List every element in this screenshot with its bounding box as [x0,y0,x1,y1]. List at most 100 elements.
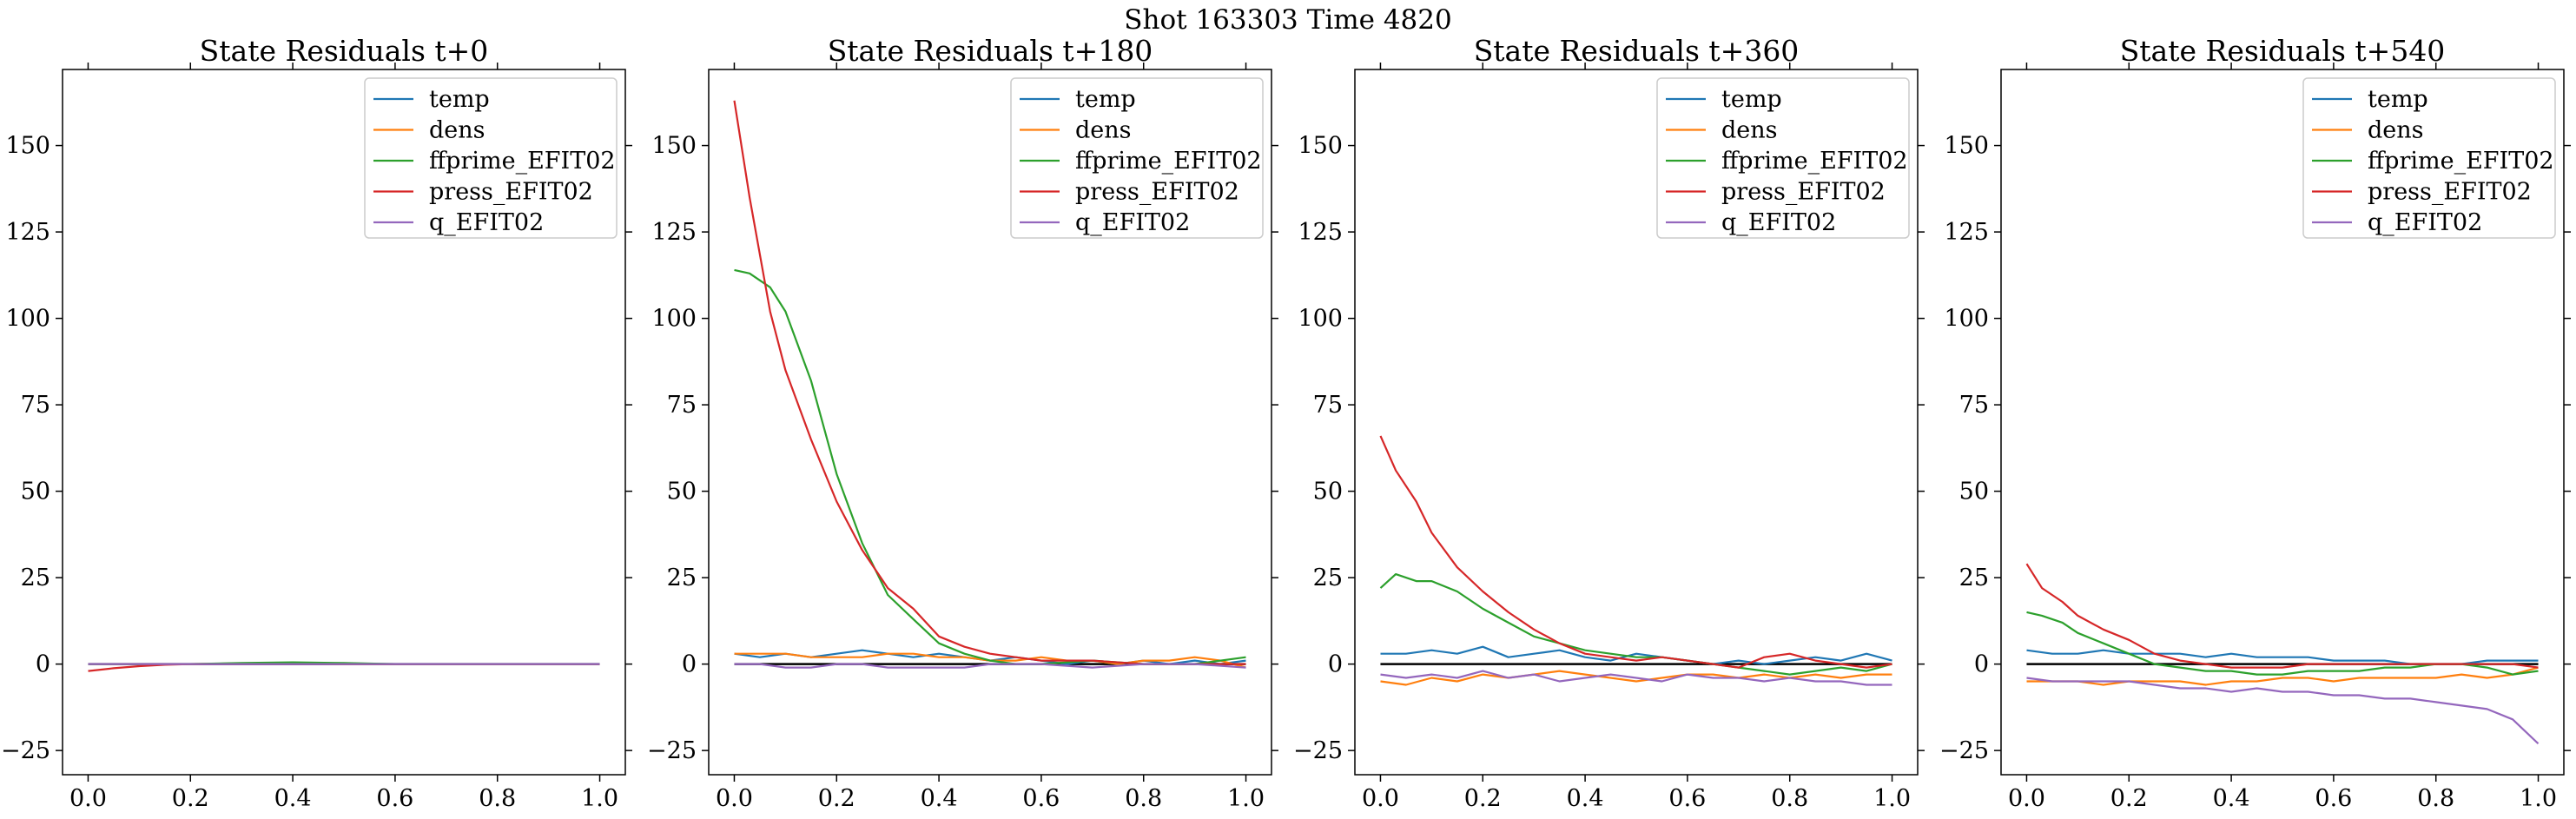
y-tick-label: 100 [5,306,50,333]
y-tick-label: 0 [682,651,697,678]
subplot-title: State Residuals t+540 [2120,34,2446,68]
y-tick-label: 0 [1974,651,1989,678]
subplot-title: State Residuals t+180 [828,34,1153,68]
legend-entry-ffprime_EFIT02: ffprime_EFIT02 [1721,148,1908,175]
legend-entry-q_EFIT02: q_EFIT02 [2368,209,2482,236]
y-tick-label: 50 [1959,479,1989,505]
y-tick-label: −25 [1939,737,1989,764]
axes-frame [2000,69,2565,776]
legend-entry-dens: dens [429,117,485,144]
axes-frame [62,69,626,776]
subplot-4: State Residuals t+540 0.0 0.2 0.4 0.6 0.8 1.0 −… [1939,34,2571,812]
series-line-dens [1380,670,1892,686]
y-tick-label: 75 [667,392,697,419]
x-tick-label: 0.4 [1567,785,1604,812]
y-tick-label: 125 [1944,219,1989,246]
y-tick-label: 0 [1328,651,1343,678]
series-line-q_EFIT02 [1380,670,1892,686]
series-line-press_EFIT02 [2025,563,2539,669]
x-tick-label: 0.0 [2008,785,2045,812]
figure-suptitle: Shot 163303 Time 4820 [1124,4,1451,36]
legend-entry-dens: dens [1075,117,1132,144]
x-tick-label: 1.0 [581,785,618,812]
subplot-2: State Residuals t+180 0.0 0.2 0.4 0.6 0.8 1.0 −… [647,34,1278,812]
y-tick-label: 150 [1298,133,1343,160]
x-tick-label: 0.6 [2315,785,2352,812]
x-tick-label: 0.4 [921,785,958,812]
legend-entry-q_EFIT02: q_EFIT02 [1075,209,1190,236]
legend-entry-temp: temp [1075,86,1136,113]
legend-entry-dens: dens [2368,117,2424,144]
legend-entry-temp: temp [2368,86,2428,113]
y-tick-label: 125 [651,219,697,246]
x-tick-label: 0.8 [1771,785,1808,812]
y-tick-label: 50 [667,479,697,505]
legend-entry-dens: dens [1721,117,1778,144]
x-tick-label: 0.2 [2110,785,2148,812]
y-tick-label: 75 [1313,392,1343,419]
axes-frame [708,69,1272,776]
x-tick-label: 0.6 [1668,785,1706,812]
legend-entry-q_EFIT02: q_EFIT02 [429,209,544,236]
series-line-q_EFIT02 [734,663,1246,669]
legend-entry-temp: temp [429,86,490,113]
legend-entry-press_EFIT02: press_EFIT02 [1075,179,1239,206]
x-tick-label: 0.6 [376,785,413,812]
y-tick-label: 100 [1944,306,1989,333]
y-tick-label: 125 [1298,219,1343,246]
x-tick-label: 0.8 [1125,785,1162,812]
x-tick-label: 0.2 [818,785,855,812]
x-tick-label: 0.8 [479,785,516,812]
y-tick-label: 150 [651,133,697,160]
y-tick-label: 25 [667,565,697,591]
series-line-press_EFIT02 [1379,435,1892,669]
y-tick-label: 100 [1298,306,1343,333]
x-tick-label: 0.2 [1464,785,1502,812]
x-tick-label: 0.2 [172,785,209,812]
legend-entry-press_EFIT02: press_EFIT02 [1721,179,1886,206]
y-tick-label: 50 [21,479,50,505]
x-tick-label: 0.0 [1362,785,1399,812]
y-tick-label: 25 [1959,565,1989,591]
x-tick-label: 1.0 [2520,785,2557,812]
series-line-q_EFIT02 [2026,677,2540,744]
y-tick-label: 125 [5,219,50,246]
legend-entry-ffprime_EFIT02: ffprime_EFIT02 [1075,148,1262,175]
series-line-ffprime_EFIT02 [734,268,1246,665]
y-tick-label: 100 [651,306,697,333]
y-tick-label: −25 [647,737,697,764]
y-tick-label: 150 [1944,133,1989,160]
y-tick-label: 150 [5,133,50,160]
y-tick-label: 75 [1959,392,1989,419]
y-tick-label: 0 [36,651,50,678]
y-tick-label: 25 [21,565,50,591]
legend-box [364,77,618,239]
legend-box [1656,77,1910,239]
legend-entry-press_EFIT02: press_EFIT02 [2368,179,2532,206]
y-tick-label: 75 [21,392,50,419]
y-tick-label: 25 [1313,565,1343,591]
series-line-ffprime_EFIT02 [1379,572,1892,676]
legend-entry-ffprime_EFIT02: ffprime_EFIT02 [2368,148,2554,175]
x-tick-label: 0.4 [2213,785,2250,812]
axes-frame [1354,69,1919,776]
series-line-temp [2026,649,2539,665]
x-tick-label: 1.0 [1873,785,1911,812]
legend-box [1010,77,1264,239]
series-line-press_EFIT02 [733,100,1246,665]
y-tick-label: −25 [1293,737,1343,764]
x-tick-label: 0.6 [1022,785,1060,812]
subplot-title: State Residuals t+0 [200,34,489,68]
subplot-title: State Residuals t+360 [1474,34,1800,68]
x-tick-label: 0.0 [716,785,753,812]
x-tick-label: 0.0 [69,785,107,812]
legend-box [2302,77,2556,239]
series-line-dens [2026,666,2539,686]
x-tick-label: 1.0 [1227,785,1265,812]
x-tick-label: 0.4 [274,785,312,812]
x-tick-label: 0.8 [2417,785,2454,812]
legend-entry-q_EFIT02: q_EFIT02 [1721,209,1836,236]
subplot-3: State Residuals t+360 0.0 0.2 0.4 0.6 0.8 1.0 −… [1293,34,1925,812]
y-tick-label: 50 [1313,479,1343,505]
